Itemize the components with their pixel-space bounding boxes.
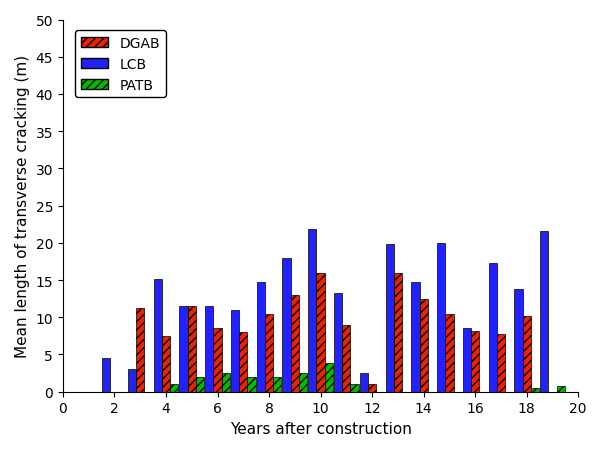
Bar [324, 364, 333, 392]
Bar [265, 314, 273, 392]
Bar [385, 245, 394, 392]
Bar [514, 290, 523, 392]
X-axis label: Years after construction: Years after construction [229, 421, 412, 436]
Bar [308, 230, 317, 392]
Bar [188, 306, 196, 392]
Bar [489, 263, 497, 392]
Bar [463, 329, 471, 392]
Bar [540, 231, 548, 392]
Bar [317, 273, 324, 392]
Bar [497, 334, 505, 392]
Y-axis label: Mean length of transverse cracking (m): Mean length of transverse cracking (m) [15, 55, 30, 357]
Bar [299, 373, 307, 392]
Bar [445, 314, 453, 392]
Bar [282, 258, 291, 392]
Bar [205, 306, 213, 392]
Bar [247, 377, 256, 392]
Bar [523, 316, 531, 392]
Bar [170, 384, 178, 392]
Bar [128, 369, 136, 392]
Bar [154, 279, 162, 392]
Bar [256, 282, 265, 392]
Bar [213, 329, 222, 392]
Bar [531, 388, 539, 392]
Bar [102, 359, 110, 392]
Bar [196, 377, 204, 392]
Bar [179, 306, 188, 392]
Bar [342, 325, 350, 392]
Bar [411, 282, 420, 392]
Bar [394, 273, 402, 392]
Bar [136, 308, 144, 392]
Bar [350, 384, 359, 392]
Bar [557, 386, 565, 392]
Bar [420, 299, 428, 392]
Bar [437, 243, 445, 392]
Bar [360, 373, 368, 392]
Bar [471, 331, 479, 392]
Bar [368, 384, 376, 392]
Bar [222, 373, 230, 392]
Bar [273, 377, 281, 392]
Bar [291, 295, 299, 392]
Bar [334, 294, 342, 392]
Legend: DGAB, LCB, PATB: DGAB, LCB, PATB [75, 31, 166, 98]
Bar [162, 336, 170, 392]
Bar [239, 332, 247, 392]
Bar [231, 310, 239, 392]
